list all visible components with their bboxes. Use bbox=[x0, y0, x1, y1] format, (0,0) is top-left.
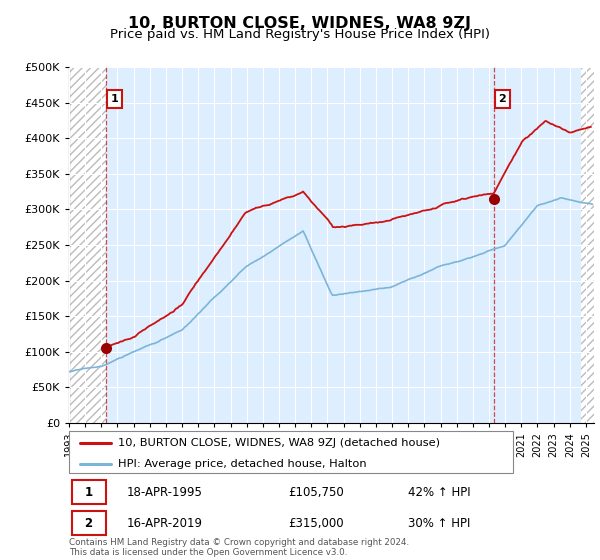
Text: 1: 1 bbox=[84, 486, 92, 499]
FancyBboxPatch shape bbox=[69, 431, 513, 473]
Text: 10, BURTON CLOSE, WIDNES, WA8 9ZJ: 10, BURTON CLOSE, WIDNES, WA8 9ZJ bbox=[128, 16, 472, 31]
Text: 2: 2 bbox=[84, 516, 92, 530]
Text: 16-APR-2019: 16-APR-2019 bbox=[127, 516, 202, 530]
Text: 1: 1 bbox=[111, 94, 119, 104]
Text: Contains HM Land Registry data © Crown copyright and database right 2024.
This d: Contains HM Land Registry data © Crown c… bbox=[69, 538, 409, 557]
Text: 2: 2 bbox=[499, 94, 506, 104]
Text: 30% ↑ HPI: 30% ↑ HPI bbox=[409, 516, 470, 530]
Text: £315,000: £315,000 bbox=[288, 516, 344, 530]
FancyBboxPatch shape bbox=[71, 480, 106, 505]
Text: 18-APR-1995: 18-APR-1995 bbox=[127, 486, 202, 499]
Bar bbox=[581, 67, 594, 423]
Bar bbox=[69, 67, 106, 423]
Text: Price paid vs. HM Land Registry's House Price Index (HPI): Price paid vs. HM Land Registry's House … bbox=[110, 28, 490, 41]
Text: HPI: Average price, detached house, Halton: HPI: Average price, detached house, Halt… bbox=[118, 459, 367, 469]
Text: £105,750: £105,750 bbox=[288, 486, 344, 499]
Text: 42% ↑ HPI: 42% ↑ HPI bbox=[409, 486, 471, 499]
FancyBboxPatch shape bbox=[71, 511, 106, 535]
Text: 10, BURTON CLOSE, WIDNES, WA8 9ZJ (detached house): 10, BURTON CLOSE, WIDNES, WA8 9ZJ (detac… bbox=[118, 438, 440, 448]
